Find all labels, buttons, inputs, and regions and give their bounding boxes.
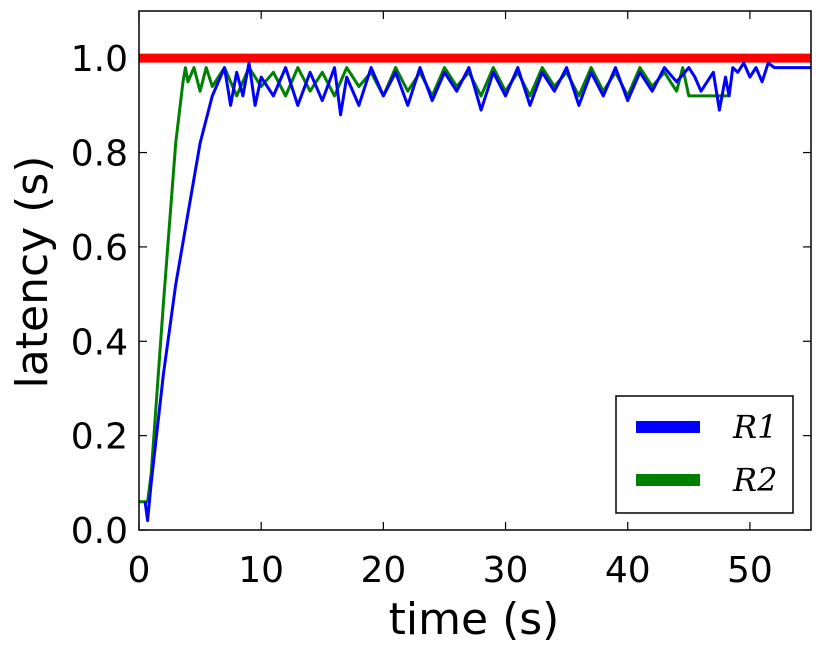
plot-frame <box>138 10 812 531</box>
y-axis-label: latency (s) <box>7 156 58 389</box>
y-axis-ticks: 0.0 0.2 0.4 0.6 0.8 1.0 <box>71 39 811 552</box>
series-layer <box>139 53 811 523</box>
y-tick-label: 0.0 <box>71 511 128 552</box>
legend-box <box>615 395 794 514</box>
y-tick-label: 0.4 <box>71 322 128 363</box>
x-tick-label: 30 <box>483 550 529 591</box>
x-tick-label: 0 <box>128 550 151 591</box>
y-tick-label: 0.6 <box>71 228 128 269</box>
x-tick-label: 20 <box>360 550 406 591</box>
y-tick-label: 1.0 <box>71 39 128 80</box>
x-axis-label: time (s) <box>389 594 560 645</box>
x-tick-label: 10 <box>238 550 284 591</box>
y-tick-label: 0.2 <box>71 417 128 458</box>
x-tick-label: 40 <box>605 550 651 591</box>
legend-label-r2: R2 <box>732 461 777 499</box>
series-line-r1 <box>143 61 811 523</box>
legend: R1 R2 <box>615 395 794 514</box>
y-tick-label: 0.8 <box>71 134 128 175</box>
legend-label-r1: R1 <box>732 408 777 446</box>
x-tick-label: 50 <box>727 550 773 591</box>
x-axis-ticks: 0 10 20 30 40 50 <box>128 11 773 591</box>
